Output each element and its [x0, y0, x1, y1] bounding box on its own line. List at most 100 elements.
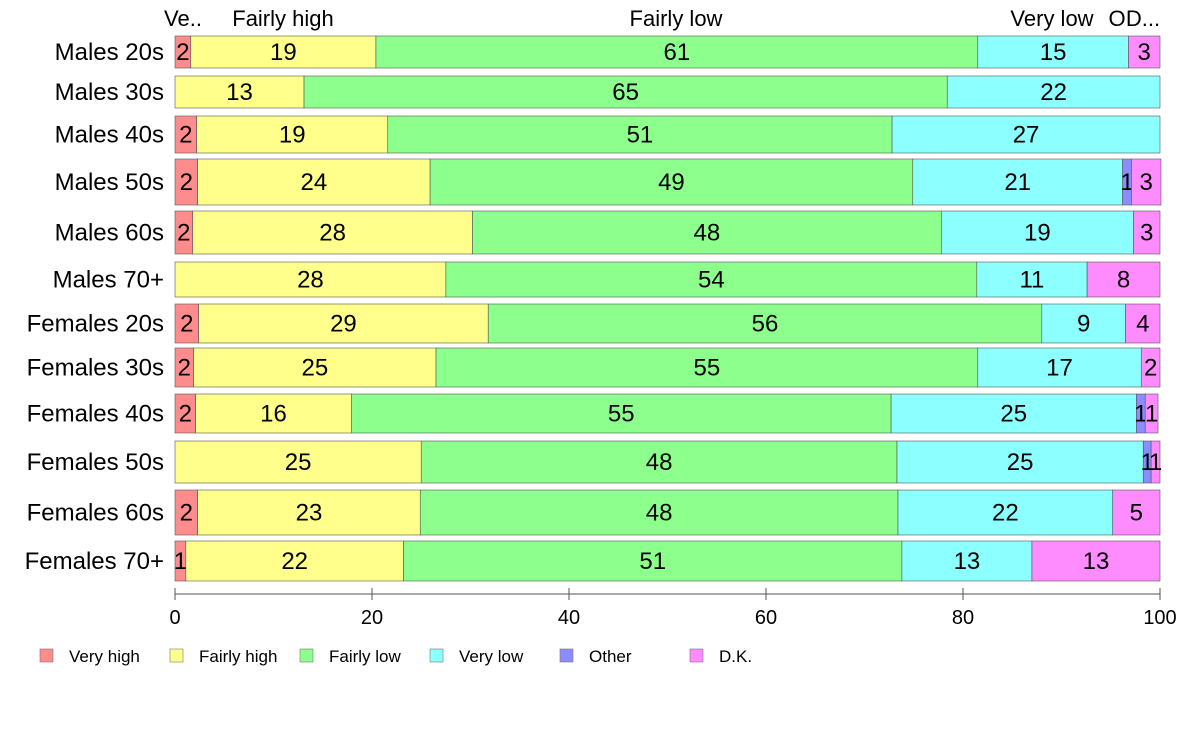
top-label: Fairly low — [630, 6, 723, 31]
data-label: 55 — [608, 401, 635, 428]
legend-label: D.K. — [719, 647, 752, 666]
bar-segment — [1041, 303, 1126, 344]
x-tick-label: 60 — [755, 607, 777, 629]
bar-segment — [174, 75, 305, 109]
data-label: 8 — [1117, 267, 1130, 294]
category-label: Females 50s — [27, 449, 164, 476]
data-label: 25 — [1007, 449, 1034, 476]
data-label: 24 — [301, 169, 328, 196]
data-label: 48 — [646, 449, 673, 476]
data-label: 1 — [1149, 449, 1162, 476]
legend-label: Other — [589, 647, 632, 666]
data-label: 13 — [1083, 548, 1110, 575]
bar-segment — [896, 440, 1144, 484]
legend-label: Very low — [459, 647, 524, 666]
data-label: 1 — [174, 548, 187, 575]
bar-segment — [192, 210, 473, 255]
data-label: 2 — [179, 401, 192, 428]
data-label: 23 — [296, 500, 323, 527]
bar-segment — [1150, 440, 1161, 484]
bar-segment — [445, 261, 978, 298]
bar-segment — [174, 440, 422, 484]
data-label: 4 — [1136, 311, 1149, 338]
top-label: Very low — [1010, 6, 1093, 31]
bar-segment — [1031, 540, 1161, 582]
category-label: Males 30s — [55, 79, 164, 106]
bar-segment — [185, 540, 404, 582]
legend-swatch — [299, 648, 314, 663]
data-label: 25 — [1000, 401, 1027, 428]
data-label: 2 — [180, 169, 193, 196]
data-label: 21 — [1004, 169, 1031, 196]
legend-swatch — [169, 648, 184, 663]
category-label: Males 40s — [55, 122, 164, 149]
bar-segment — [1144, 393, 1159, 434]
bar-segment — [190, 35, 377, 69]
data-label: 22 — [281, 548, 308, 575]
x-tick-label: 20 — [361, 607, 383, 629]
data-label: 2 — [180, 500, 193, 527]
bars: 2 19 61 15 313 65 222 19 51 272 24 49 21 1 32 28 48 19 328… — [174, 35, 1162, 582]
bar-segment — [487, 303, 1043, 344]
data-label: 5 — [1130, 500, 1143, 527]
bar-segment — [941, 210, 1134, 255]
data-label: 1 — [1134, 401, 1147, 428]
data-label: 49 — [658, 169, 685, 196]
category-labels: Males 20s Males 30s Males 40s Males 50s Male… — [25, 39, 164, 575]
bar-segment — [387, 115, 893, 154]
bar-segment — [1112, 489, 1161, 536]
category-label: Males 20s — [55, 39, 164, 66]
data-label: 2 — [176, 39, 189, 66]
data-label: 2 — [1144, 355, 1157, 382]
bar-segment — [193, 347, 437, 388]
bar-segment — [890, 393, 1137, 434]
bar-segment — [198, 303, 489, 344]
legend-label: Fairly low — [329, 647, 402, 666]
data-label: 13 — [954, 548, 981, 575]
data-label: 17 — [1046, 355, 1073, 382]
data-label: 19 — [279, 122, 306, 149]
category-label: Females 60s — [27, 500, 164, 527]
bar-segment — [891, 115, 1161, 154]
x-tick-label: 40 — [558, 607, 580, 629]
data-label: 55 — [694, 355, 721, 382]
data-label: 61 — [664, 39, 691, 66]
x-tick-label: 0 — [169, 607, 180, 629]
top-label: Ve.. — [164, 6, 202, 31]
legend-label: Fairly high — [199, 647, 277, 666]
bar-segment — [1125, 303, 1161, 344]
bar-segment — [1131, 158, 1162, 206]
data-label: 54 — [698, 267, 725, 294]
data-label: 2 — [179, 122, 192, 149]
data-label: 2 — [178, 355, 191, 382]
bar-segment — [197, 489, 421, 536]
top-label: D... — [1126, 6, 1160, 31]
legend-label: Very high — [69, 647, 140, 666]
category-label: Females 40s — [27, 401, 164, 428]
bar-segment — [196, 115, 389, 154]
data-label: 3 — [1140, 220, 1153, 247]
top-label: Fairly high — [232, 6, 333, 31]
data-label: 65 — [612, 79, 639, 106]
top-series-labels: Ve.. Fairly high Fairly low Very low O D... — [164, 6, 1160, 31]
data-label: 28 — [319, 220, 346, 247]
bar-segment — [197, 158, 431, 206]
category-label: Males 60s — [55, 220, 164, 247]
data-label: 15 — [1040, 39, 1067, 66]
data-label: 25 — [285, 449, 312, 476]
bar-segment — [977, 347, 1142, 388]
data-label: 27 — [1013, 122, 1040, 149]
data-label: 9 — [1077, 311, 1090, 338]
bar-segment — [1086, 261, 1161, 298]
data-label: 56 — [752, 311, 779, 338]
data-label: 19 — [270, 39, 297, 66]
data-label: 28 — [297, 267, 324, 294]
bar-segment — [1128, 35, 1161, 69]
data-label: 13 — [226, 79, 253, 106]
bar-segment — [977, 35, 1129, 69]
legend: Very high Fairly high Fairly low Very low Ot… — [39, 647, 752, 666]
data-label: 25 — [302, 355, 329, 382]
data-label: 22 — [992, 500, 1019, 527]
data-label: 29 — [330, 311, 357, 338]
